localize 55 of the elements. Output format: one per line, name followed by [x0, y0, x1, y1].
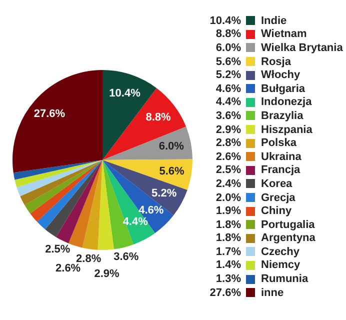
text: 2.8% [216, 137, 241, 150]
legend-label: Ukraina [261, 150, 302, 163]
legend-label: Niemcy [261, 259, 300, 272]
legend-label: Czechy [261, 246, 300, 258]
legend-label: Wietnam [261, 28, 307, 40]
text: 6.0% [216, 42, 241, 54]
legend-label: Hiszpania [261, 124, 312, 136]
legend-label: Polska [261, 137, 296, 150]
text: 3.6% [216, 110, 241, 122]
legend-label: Rumunia [261, 273, 308, 286]
legend-label: Bułgaria [261, 82, 306, 95]
legend-label: Grecja [261, 192, 296, 204]
data-label: 1.4% [214, 259, 241, 272]
data-label: 4.4% [122, 216, 148, 228]
text: 5.6% [216, 56, 241, 68]
data-label: 27.6% [34, 108, 66, 120]
data-label: 2.8% [76, 253, 102, 266]
legend-label: Indie [261, 14, 287, 27]
legend-label: Brazylia [261, 110, 304, 122]
legend-label: Wielka Brytania [261, 42, 343, 54]
data-label: 2.6% [56, 262, 81, 275]
data-label: 2.4% [214, 178, 241, 190]
text: 4.4% [216, 96, 241, 108]
legend-label: Portugalia [261, 218, 315, 231]
legend-label: Francja [261, 164, 300, 176]
data-label: 5.2% [152, 188, 177, 200]
legend-label: Włochy [261, 69, 300, 82]
data-label: 1.8% [214, 232, 241, 244]
data-label: 10.4% [109, 87, 141, 100]
legend-label: Chiny [261, 205, 292, 218]
data-label: 1.9% [214, 205, 241, 218]
text: 2.5% [216, 164, 241, 176]
legend-label: Rosja [261, 56, 291, 68]
legend-label: Korea [261, 178, 292, 190]
data-label: 8.8% [146, 111, 172, 124]
data-label: 1.3% [214, 273, 241, 286]
text: 4.6% [216, 82, 241, 95]
data-label: 2.5% [45, 243, 70, 256]
data-label: 6.0% [158, 140, 184, 153]
text: 2.6% [216, 150, 241, 163]
legend-label: Indonezja [261, 96, 312, 108]
legend-label: inne [261, 286, 284, 299]
data-label: 2.0% [214, 192, 241, 204]
text: 8.8% [216, 28, 241, 40]
legend-label: Argentyna [261, 232, 316, 244]
data-label: 2.9% [94, 268, 120, 280]
data-label: 5.6% [159, 166, 184, 178]
text: 5.2% [216, 69, 241, 82]
text: 27.6% [210, 286, 241, 299]
text: 2.9% [216, 124, 241, 136]
data-label: 4.6% [138, 204, 164, 217]
data-label: 3.6% [114, 251, 139, 264]
text: 10.4% [210, 14, 241, 27]
data-label: 1.8% [214, 218, 241, 231]
data-label: 1.7% [214, 246, 241, 258]
